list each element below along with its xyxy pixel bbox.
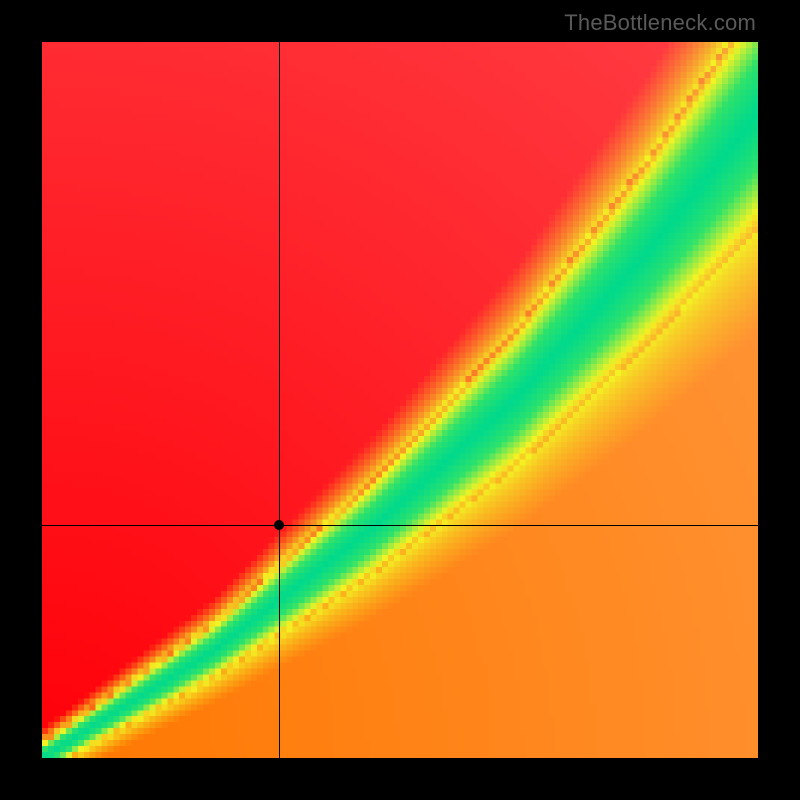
chart-frame: TheBottleneck.com [0, 0, 800, 800]
heatmap-plot [42, 42, 758, 758]
crosshair-marker [274, 520, 284, 530]
crosshair-horizontal [42, 525, 758, 526]
watermark-text: TheBottleneck.com [564, 10, 756, 36]
heatmap-canvas [42, 42, 758, 758]
crosshair-vertical [279, 42, 280, 758]
